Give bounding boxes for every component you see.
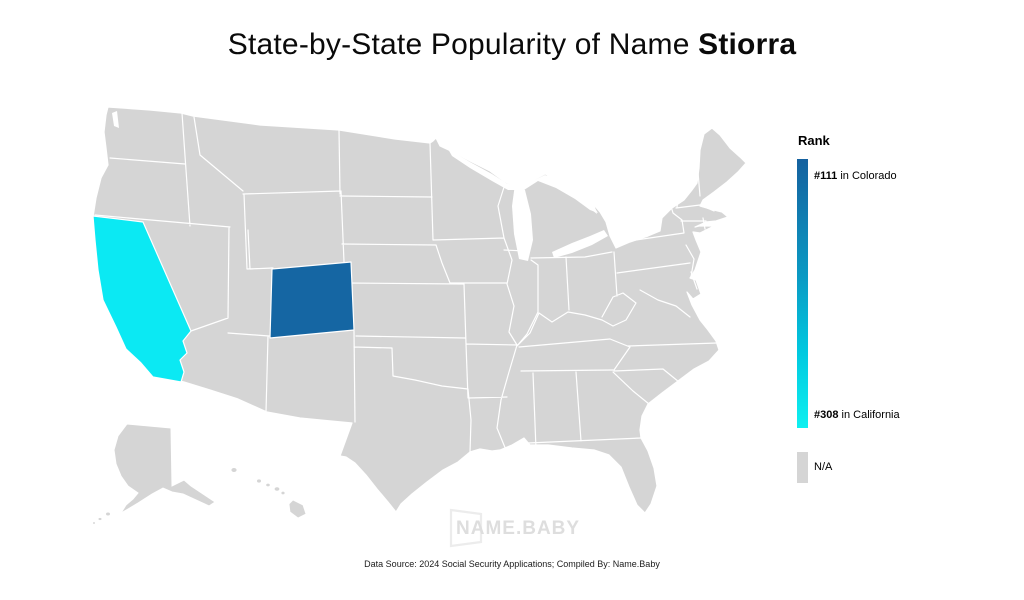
alaska-inset [91,423,216,525]
state-alaska [113,423,216,514]
title-baby-name: Stiorra [698,28,797,61]
watermark-frame [449,508,483,548]
puget-sound [112,111,119,128]
state-borders [94,112,718,453]
page-title: State-by-State Popularity of Name Stiorr… [0,28,1024,62]
legend-heading: Rank [798,133,830,148]
state-california [92,215,192,383]
hawaii-inset [230,467,307,519]
legend-max-label: #111 in Colorado [814,170,897,182]
legend-max-rank: #111 [814,170,838,182]
hawaii-island [273,486,281,492]
watermark: NAME.BABY [449,508,580,548]
lake-huron [546,170,597,214]
hawaii-big-island [288,499,307,519]
lake-erie [552,230,608,258]
legend-min-label: #308 in California [814,409,900,421]
aleutian-island [105,511,111,517]
watermark-text: NAME.BABY [456,518,580,539]
state-colorado [269,261,355,339]
hawaii-island [280,490,286,496]
hawaii-island [230,467,238,473]
legend-min-state: in California [838,409,900,421]
lower48-silhouette [92,106,747,514]
aleutian-island [97,516,103,522]
legend-na-label: N/A [814,461,833,473]
hawaii-island [256,478,262,484]
title-prefix: State-by-State Popularity of Name [227,28,699,61]
legend-min-rank: #308 [814,409,839,421]
legend-gradient-bar [797,159,808,428]
lake-ontario [609,205,662,223]
data-source-footnote: Data Source: 2024 Social Security Applic… [364,559,660,569]
legend-max-state: in Colorado [837,170,897,182]
aleutian-island [91,521,97,525]
lake-michigan [512,184,533,261]
hawaii-island [265,482,271,488]
legend-na-swatch [797,452,808,483]
great-lakes [112,111,662,261]
